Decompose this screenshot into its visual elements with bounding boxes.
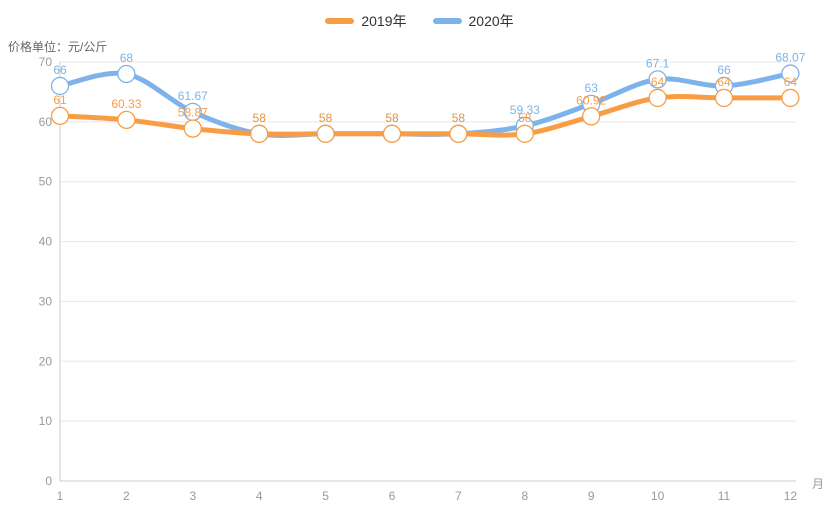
- data-label-2020年-12: 68.07: [775, 51, 805, 65]
- data-label-2019年-4: 58: [253, 111, 267, 125]
- legend-label-2019: 2019年: [361, 13, 407, 29]
- data-point-2019年-10[interactable]: [648, 88, 667, 108]
- data-point-2020年-2[interactable]: [117, 64, 136, 84]
- data-label-2019年-5: 58: [319, 111, 333, 125]
- data-label-2020年-11: 66: [717, 63, 731, 77]
- legend-label-2020: 2020年: [468, 13, 514, 29]
- data-label-2019年-12: 64: [784, 75, 798, 89]
- data-point-2019年-3[interactable]: [183, 119, 202, 138]
- data-label-2020年-9: 63: [585, 81, 599, 95]
- data-label-2019年-8: 58: [518, 111, 532, 125]
- data-point-2019年-8[interactable]: [515, 124, 534, 143]
- data-label-2019年-11: 64: [717, 75, 731, 89]
- x-tick-label: 7: [455, 489, 462, 503]
- x-tick-label: 6: [389, 489, 396, 503]
- data-point-2019年-1[interactable]: [50, 106, 70, 126]
- data-label-2020年-6: 58: [385, 111, 399, 125]
- y-tick-label: 0: [45, 474, 52, 488]
- y-tick-label: 40: [39, 235, 53, 249]
- data-label-2020年-7: 58: [452, 111, 466, 125]
- x-tick-label: 8: [521, 489, 528, 503]
- data-label-2019年-3: 58.87: [178, 106, 208, 120]
- data-label-2020年-1: 66: [53, 63, 67, 77]
- x-tick-label: 12: [784, 489, 798, 503]
- data-label-2020年-3: 61.67: [178, 89, 208, 103]
- data-point-2020年-10[interactable]: [648, 70, 667, 89]
- data-point-2020年-1[interactable]: [50, 76, 70, 96]
- data-point-2019年-5[interactable]: [316, 124, 335, 143]
- y-axis-name: 价格单位：元/公斤: [8, 40, 108, 54]
- y-tick-label: 30: [39, 294, 53, 308]
- data-point-2019年-11[interactable]: [714, 88, 734, 108]
- x-axis-unit: 月: [812, 477, 824, 491]
- data-point-2019年-2[interactable]: [117, 110, 136, 130]
- x-tick-label: 5: [322, 489, 329, 503]
- legend-line-mark-2020-icon: [432, 18, 462, 24]
- data-point-2019年-4[interactable]: [250, 124, 269, 143]
- x-tick-label: 1: [57, 489, 64, 503]
- legend-line-mark-2019-icon: [325, 18, 355, 24]
- data-label-2020年-5: 58: [319, 111, 333, 125]
- legend-item-2020[interactable]: 2020年: [432, 11, 514, 31]
- x-tick-label: 3: [189, 489, 196, 503]
- data-label-2019年-1: 61: [53, 93, 67, 107]
- data-label-2020年-2: 68: [120, 51, 134, 65]
- data-point-2019年-6[interactable]: [382, 124, 402, 143]
- y-tick-label: 20: [39, 354, 53, 368]
- legend: 2019年 2020年: [0, 11, 839, 31]
- x-tick-label: 4: [256, 489, 263, 503]
- data-label-2020年-4: 58: [253, 111, 267, 125]
- x-tick-label: 10: [651, 489, 665, 503]
- data-point-2019年-9[interactable]: [582, 107, 601, 126]
- data-label-2019年-2: 60.33: [111, 97, 141, 111]
- x-tick-label: 9: [588, 489, 595, 503]
- data-point-2019年-7[interactable]: [449, 124, 468, 143]
- series-line-2019年: [57, 94, 793, 138]
- y-tick-label: 70: [39, 55, 53, 69]
- data-label-2019年-6: 58: [385, 111, 399, 125]
- y-tick-label: 10: [39, 414, 53, 428]
- data-label-2020年-10: 67.1: [646, 56, 670, 70]
- data-label-2019年-7: 58: [452, 111, 466, 125]
- data-label-2019年-10: 64: [651, 75, 665, 89]
- x-tick-label: 2: [123, 489, 130, 503]
- x-tick-label: 11: [718, 489, 731, 503]
- data-point-2019年-12[interactable]: [781, 88, 800, 108]
- y-tick-label: 50: [39, 175, 53, 189]
- legend-item-2019[interactable]: 2019年: [325, 11, 407, 31]
- data-label-2019年-9: 60.92: [576, 93, 606, 107]
- data-label-2020年-8: 59.33: [510, 103, 540, 117]
- y-tick-label: 60: [39, 115, 53, 129]
- data-point-2020年-12[interactable]: [781, 64, 800, 83]
